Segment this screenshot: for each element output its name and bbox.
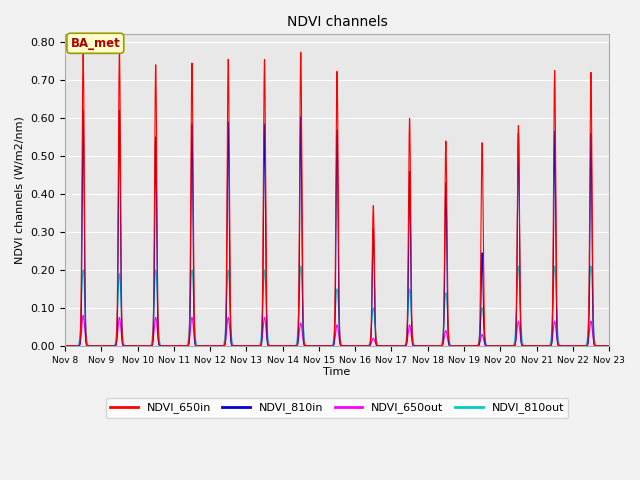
Line: NDVI_810in: NDVI_810in: [65, 110, 609, 346]
NDVI_810out: [587, 263, 595, 269]
NDVI_650out: [294, 342, 301, 348]
NDVI_650out: [536, 343, 544, 348]
NDVI_650out: [79, 312, 87, 318]
NDVI_650in: [294, 340, 301, 346]
Text: BA_met: BA_met: [70, 37, 120, 50]
NDVI_810out: [595, 343, 602, 348]
NDVI_650out: [156, 342, 163, 348]
NDVI_650in: [270, 343, 278, 348]
NDVI_810in: [124, 343, 131, 348]
NDVI_810out: [605, 343, 613, 348]
Legend: NDVI_650in, NDVI_810in, NDVI_650out, NDVI_810out: NDVI_650in, NDVI_810in, NDVI_650out, NDV…: [106, 398, 568, 418]
NDVI_650in: [79, 47, 87, 52]
NDVI_810in: [79, 108, 87, 113]
NDVI_650out: [595, 343, 602, 348]
NDVI_810in: [61, 343, 69, 348]
NDVI_810in: [595, 343, 602, 348]
NDVI_650out: [270, 343, 278, 348]
NDVI_650in: [536, 343, 544, 348]
NDVI_810out: [536, 343, 543, 348]
X-axis label: Time: Time: [323, 367, 351, 377]
NDVI_650out: [605, 343, 613, 348]
NDVI_650in: [61, 343, 69, 348]
NDVI_650out: [61, 343, 69, 348]
NDVI_810in: [605, 343, 613, 348]
NDVI_650out: [124, 343, 131, 348]
NDVI_810out: [293, 336, 301, 341]
NDVI_810out: [270, 343, 278, 348]
NDVI_810in: [156, 343, 163, 348]
Line: NDVI_810out: NDVI_810out: [65, 266, 609, 346]
NDVI_810out: [61, 343, 69, 348]
Line: NDVI_650in: NDVI_650in: [65, 49, 609, 346]
NDVI_810out: [156, 337, 163, 343]
NDVI_650in: [605, 343, 613, 348]
Y-axis label: NDVI channels (W/m2/nm): NDVI channels (W/m2/nm): [15, 116, 25, 264]
NDVI_810in: [294, 342, 301, 348]
NDVI_650in: [124, 343, 131, 348]
NDVI_810out: [124, 343, 131, 348]
Title: NDVI channels: NDVI channels: [287, 15, 387, 29]
NDVI_810in: [536, 343, 544, 348]
NDVI_810in: [270, 343, 278, 348]
NDVI_650in: [595, 343, 602, 348]
NDVI_650in: [156, 342, 163, 348]
Line: NDVI_650out: NDVI_650out: [65, 315, 609, 346]
